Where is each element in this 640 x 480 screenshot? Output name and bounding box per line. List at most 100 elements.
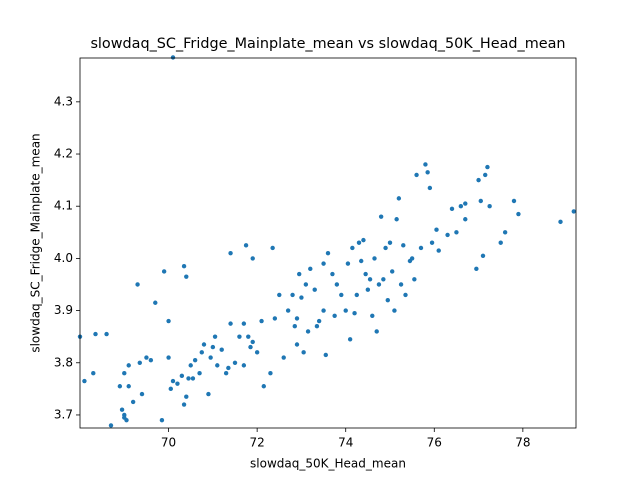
point: [308, 266, 313, 272]
point: [197, 371, 202, 376]
point: [361, 237, 366, 243]
point: [463, 217, 468, 222]
y-tick-label: 4.0: [54, 251, 73, 265]
chart-title: slowdaq_SC_Fridge_Mainplate_mean vs slow…: [90, 36, 565, 52]
point: [414, 172, 419, 178]
point: [478, 198, 483, 204]
point: [392, 308, 397, 313]
point: [436, 248, 441, 253]
point: [181, 402, 187, 407]
point: [137, 360, 142, 365]
point: [259, 318, 264, 324]
point: [124, 417, 129, 423]
point: [359, 258, 364, 264]
point: [268, 371, 273, 376]
point: [350, 245, 355, 251]
point: [126, 363, 131, 368]
point: [228, 321, 233, 326]
point: [403, 292, 408, 298]
point: [330, 271, 335, 277]
point: [148, 357, 154, 363]
point: [153, 300, 158, 305]
point: [316, 318, 322, 324]
point: [398, 282, 404, 287]
point: [303, 282, 309, 287]
point: [135, 282, 140, 287]
point: [297, 271, 302, 277]
point: [334, 282, 340, 287]
point: [272, 316, 278, 321]
point: [558, 219, 563, 225]
point: [498, 240, 503, 245]
x-tick-label: 70: [161, 436, 176, 450]
point: [130, 399, 136, 405]
point: [423, 162, 428, 167]
point: [281, 355, 286, 360]
x-tick-label: 76: [427, 436, 442, 450]
point: [290, 292, 295, 298]
point: [378, 214, 384, 219]
plot-frame: [79, 57, 577, 429]
x-tick-label: 78: [515, 436, 530, 450]
point: [401, 243, 406, 248]
point: [206, 391, 211, 397]
point: [199, 350, 204, 355]
point: [190, 376, 196, 381]
point: [409, 256, 415, 261]
point: [390, 269, 395, 274]
point: [516, 211, 521, 217]
point: [104, 331, 109, 337]
point: [117, 384, 123, 389]
x-tick-label: 72: [250, 436, 265, 450]
y-tick-label: 3.9: [54, 303, 73, 317]
y-tick-label: 3.7: [54, 407, 73, 421]
point: [201, 342, 207, 347]
point: [223, 371, 229, 376]
point: [314, 324, 320, 329]
point: [387, 240, 393, 245]
point: [208, 355, 213, 360]
point: [445, 232, 450, 238]
point: [212, 334, 218, 339]
point: [108, 423, 114, 428]
point: [332, 313, 337, 318]
point: [381, 277, 386, 282]
y-tick-label: 4.2: [54, 147, 73, 161]
point: [254, 350, 260, 355]
point: [294, 342, 300, 347]
point: [246, 334, 251, 339]
point: [483, 172, 488, 178]
point: [343, 308, 348, 313]
y-tick-label: 4.3: [54, 94, 73, 108]
point: [429, 240, 435, 245]
point: [502, 230, 508, 235]
point: [305, 329, 311, 334]
point: [122, 371, 127, 376]
point: [192, 357, 198, 363]
point: [270, 245, 275, 251]
point: [237, 334, 242, 339]
y-tick-label: 3.8: [54, 355, 73, 369]
point: [412, 277, 417, 282]
point: [425, 170, 430, 175]
point: [184, 394, 189, 399]
point: [418, 245, 424, 251]
point: [321, 308, 326, 313]
point: [250, 339, 255, 345]
point: [168, 386, 173, 392]
point: [347, 337, 353, 342]
point: [476, 177, 481, 183]
point: [241, 363, 247, 368]
point: [250, 256, 255, 261]
point: [166, 355, 171, 360]
point: [228, 250, 233, 256]
point: [511, 198, 517, 204]
point: [144, 355, 149, 360]
point: [181, 264, 187, 269]
point: [170, 55, 176, 60]
x-axis-label: slowdaq_50K_Head_mean: [250, 457, 406, 471]
point: [210, 344, 216, 350]
point: [219, 347, 224, 352]
